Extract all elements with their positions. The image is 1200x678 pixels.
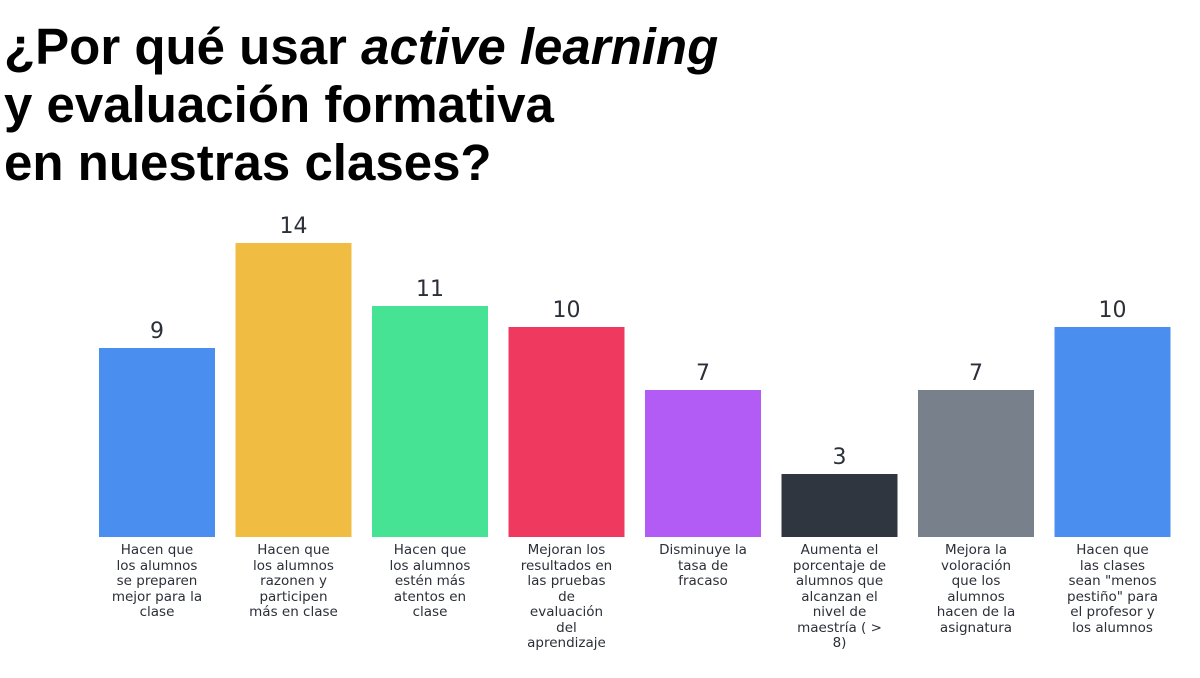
category-label-4: Mejoran los resultados en las pruebas de eva…: [520, 542, 613, 651]
value-label-4: 10: [553, 298, 581, 323]
page-title: ¿Por qué usar active learning y evaluaci…: [4, 18, 718, 192]
title-line-2: y evaluación formativa: [4, 76, 554, 133]
category-label-6: Aumenta el porcentaje de alumnos que alcanz…: [792, 542, 887, 651]
bar-5: [645, 390, 761, 537]
title-line-1: ¿Por qué usar active learning: [4, 18, 718, 76]
category-label-2: Hacen que los alumnos razonen y participen m…: [249, 542, 338, 620]
bar-2: [235, 243, 352, 537]
value-label-8: 10: [1099, 298, 1127, 323]
bar-6: [781, 474, 898, 537]
bar-4: [508, 327, 625, 537]
value-label-2: 14: [280, 214, 308, 239]
category-label-7: Mejora la voloración que los alumnos hacen d…: [936, 542, 1016, 636]
category-label-5: Disminuye la tasa de fracaso: [659, 542, 747, 589]
value-label-3: 11: [416, 277, 444, 302]
title-line-1-prefix: ¿Por qué usar: [4, 18, 362, 75]
bar-1: [99, 348, 215, 537]
title-line-3: en nuestras clases?: [4, 134, 492, 191]
category-label-3: Hacen que los alumnos estén más atentos en c…: [389, 542, 471, 620]
title-line-1-emphasis: active learning: [361, 18, 719, 75]
category-label-8: Hacen que las clases sean "menos pestiño" p…: [1067, 542, 1158, 636]
category-label-1: Hacen que los alumnos se preparen mejor par…: [111, 542, 203, 620]
value-labels-group: 9 14 11 10 7 3 7 10: [150, 214, 1127, 470]
bar-8: [1054, 327, 1171, 537]
bar-7: [918, 390, 1034, 537]
value-label-1: 9: [150, 319, 164, 344]
value-label-7: 7: [969, 361, 983, 386]
bar-3: [372, 306, 488, 537]
bars-group: [99, 243, 1171, 537]
value-label-5: 7: [696, 361, 710, 386]
value-label-6: 3: [833, 445, 847, 470]
